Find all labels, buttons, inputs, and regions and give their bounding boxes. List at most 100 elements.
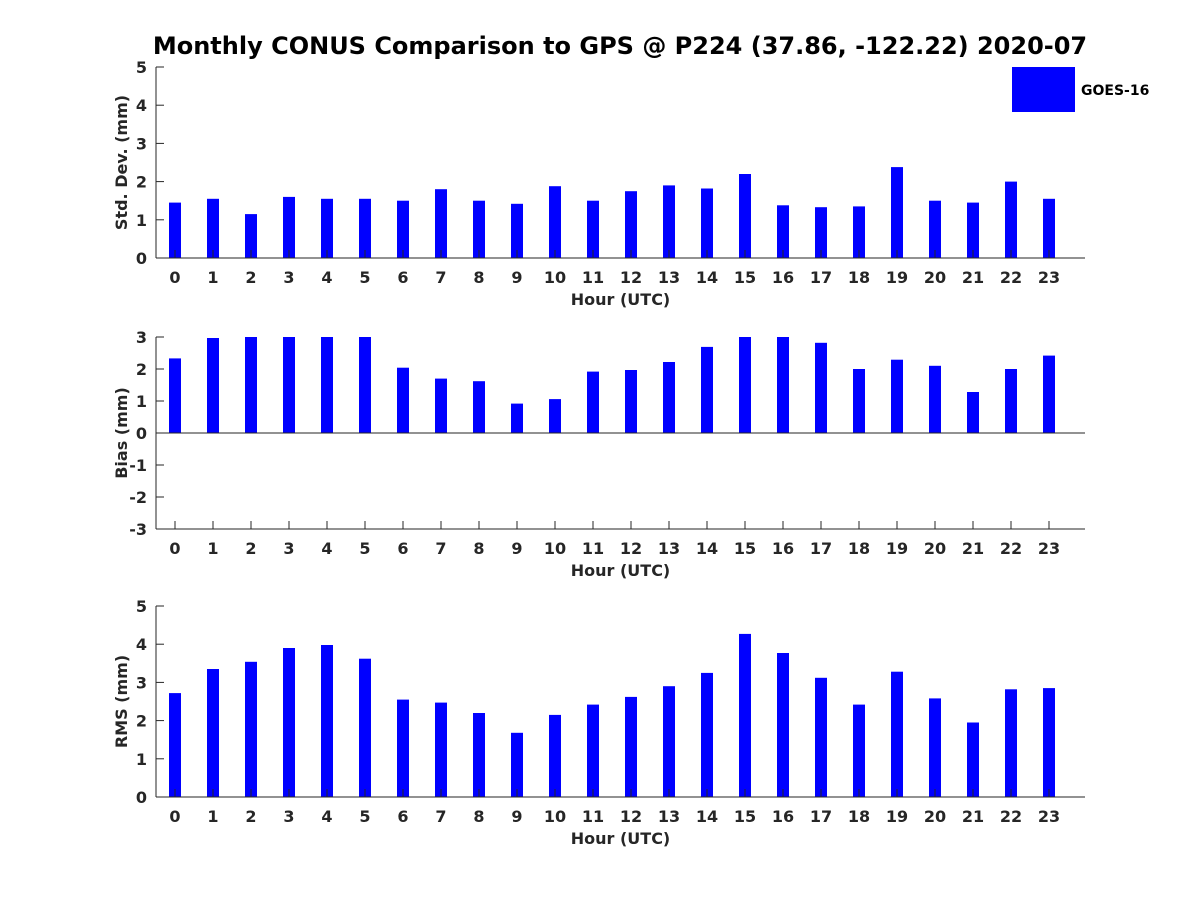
x-tick-label: 16 <box>772 539 794 558</box>
x-axis-label: Hour (UTC) <box>571 561 671 580</box>
x-tick-label: 0 <box>169 268 180 287</box>
legend: GOES-16 <box>1012 67 1149 112</box>
x-tick-label: 6 <box>397 807 408 826</box>
x-tick-label: 5 <box>359 807 370 826</box>
bar-hour-7 <box>435 378 447 433</box>
x-tick-label: 17 <box>810 539 832 558</box>
x-tick-label: 22 <box>1000 539 1022 558</box>
bar-hour-9 <box>511 203 523 258</box>
y-tick-label: 1 <box>136 750 147 769</box>
y-tick-label: 4 <box>136 635 147 654</box>
bar-hour-5 <box>359 337 371 433</box>
x-axis-label: Hour (UTC) <box>571 290 671 309</box>
bar-hour-15 <box>739 337 751 433</box>
x-tick-label: 11 <box>582 539 604 558</box>
bar-hour-23 <box>1043 688 1055 797</box>
x-axis-label: Hour (UTC) <box>571 829 671 848</box>
bar-hour-0 <box>169 693 181 797</box>
legend-swatch <box>1012 67 1075 112</box>
x-tick-label: 4 <box>321 268 332 287</box>
y-tick-label: -3 <box>129 520 147 539</box>
x-tick-label: 10 <box>544 268 566 287</box>
bar-hour-1 <box>207 338 219 433</box>
x-tick-label: 14 <box>696 539 718 558</box>
bar-hour-14 <box>701 672 713 797</box>
y-tick-label: 3 <box>136 134 147 153</box>
x-tick-label: 19 <box>886 268 908 287</box>
bar-hour-7 <box>435 189 447 258</box>
y-tick-label: -1 <box>129 456 147 475</box>
bar-hour-13 <box>663 686 675 797</box>
x-tick-label: 3 <box>283 268 294 287</box>
x-tick-label: 9 <box>511 539 522 558</box>
y-tick-label: 5 <box>136 597 147 616</box>
x-tick-label: 12 <box>620 807 642 826</box>
x-tick-label: 15 <box>734 539 756 558</box>
x-tick-label: 20 <box>924 268 946 287</box>
x-tick-label: 2 <box>245 539 256 558</box>
bar-hour-21 <box>967 722 979 797</box>
bar-hour-18 <box>853 206 865 258</box>
x-tick-label: 22 <box>1000 807 1022 826</box>
bar-hour-22 <box>1005 369 1017 433</box>
bar-hour-6 <box>397 200 409 258</box>
bar-hour-4 <box>321 198 333 258</box>
x-tick-label: 8 <box>473 539 484 558</box>
x-tick-label: 20 <box>924 539 946 558</box>
bar-hour-3 <box>283 196 295 258</box>
bar-hour-3 <box>283 337 295 433</box>
x-tick-label: 19 <box>886 807 908 826</box>
x-tick-label: 4 <box>321 539 332 558</box>
bar-hour-19 <box>891 359 903 433</box>
bar-hour-18 <box>853 369 865 433</box>
bar-hour-9 <box>511 403 523 433</box>
bar-hour-3 <box>283 648 295 797</box>
x-tick-label: 2 <box>245 807 256 826</box>
bar-hour-1 <box>207 669 219 797</box>
y-tick-label: 4 <box>136 96 147 115</box>
bar-hour-21 <box>967 202 979 258</box>
x-tick-label: 9 <box>511 807 522 826</box>
x-tick-label: 23 <box>1038 268 1060 287</box>
x-tick-label: 15 <box>734 807 756 826</box>
bar-hour-12 <box>625 696 637 797</box>
bar-hour-13 <box>663 185 675 258</box>
x-tick-label: 3 <box>283 807 294 826</box>
y-tick-label: 0 <box>136 424 147 443</box>
bar-hour-0 <box>169 358 181 433</box>
x-tick-label: 20 <box>924 807 946 826</box>
x-tick-label: 7 <box>435 539 446 558</box>
bar-hour-22 <box>1005 181 1017 258</box>
bar-hour-14 <box>701 188 713 258</box>
bar-hour-22 <box>1005 689 1017 797</box>
x-tick-label: 0 <box>169 807 180 826</box>
y-tick-label: 5 <box>136 58 147 77</box>
y-tick-label: 1 <box>136 392 147 411</box>
bar-hour-23 <box>1043 198 1055 258</box>
bar-hour-1 <box>207 198 219 258</box>
bar-hour-7 <box>435 702 447 797</box>
y-tick-label: 2 <box>136 173 147 192</box>
x-tick-label: 4 <box>321 807 332 826</box>
bar-hour-6 <box>397 699 409 797</box>
bar-hour-15 <box>739 174 751 258</box>
bar-hour-17 <box>815 342 827 433</box>
x-tick-label: 5 <box>359 539 370 558</box>
x-tick-label: 23 <box>1038 807 1060 826</box>
x-tick-label: 18 <box>848 539 870 558</box>
y-axis-label: RMS (mm) <box>112 655 131 748</box>
bar-hour-13 <box>663 362 675 433</box>
bar-hour-8 <box>473 381 485 433</box>
x-tick-label: 5 <box>359 268 370 287</box>
x-tick-label: 12 <box>620 268 642 287</box>
bar-hour-17 <box>815 207 827 258</box>
bar-hour-12 <box>625 370 637 433</box>
y-tick-label: 3 <box>136 673 147 692</box>
bar-hour-17 <box>815 677 827 797</box>
x-tick-label: 23 <box>1038 539 1060 558</box>
x-tick-label: 8 <box>473 807 484 826</box>
